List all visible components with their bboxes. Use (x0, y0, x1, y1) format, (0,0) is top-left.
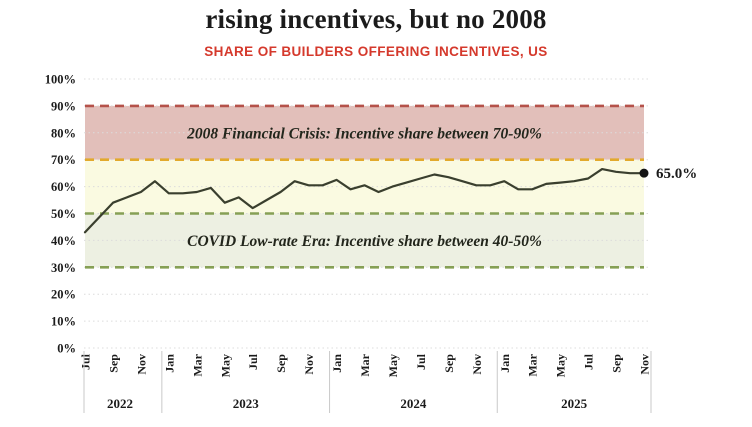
y-tick-80%: 80% (51, 126, 76, 140)
x-tick-Jan-6: Jan (162, 354, 176, 373)
x-tick-Sep-14: Sep (274, 354, 288, 373)
x-tick-May-10: May (218, 354, 232, 377)
series-line (83, 167, 646, 234)
incentives-line-chart: 2008 Financial Crisis: Incentive share b… (45, 73, 697, 413)
x-tick-Jul-12: Jul (246, 353, 260, 370)
y-tick-10%: 10% (51, 315, 76, 329)
x-tick-Nov-4: Nov (134, 354, 148, 375)
x-tick-Jul-36: Jul (582, 353, 596, 370)
y-tick-0%: 0% (57, 342, 76, 356)
last-point-dot (639, 168, 649, 178)
x-tick-Sep-26: Sep (442, 354, 456, 373)
y-tick-70%: 70% (51, 153, 76, 167)
chart-title: rising incentives, but no 2008 (205, 4, 547, 34)
year-label-2022: 2022 (107, 396, 133, 411)
annotation-2008-crisis: 2008 Financial Crisis: Incentive share b… (186, 125, 542, 142)
year-label-2025: 2025 (561, 396, 588, 411)
x-tick-Jan-30: Jan (498, 354, 512, 373)
x-tick-May-34: May (554, 354, 568, 377)
x-tick-Nov-16: Nov (302, 354, 316, 375)
band-fill-2008-crisis (85, 105, 644, 160)
x-tick-Sep-38: Sep (610, 354, 624, 373)
annotation-covid-era: COVID Low-rate Era: Incentive share betw… (187, 233, 542, 250)
x-tick-Jan-18: Jan (330, 354, 344, 373)
y-tick-60%: 60% (51, 180, 76, 194)
y-tick-30%: 30% (51, 261, 76, 275)
year-label-2024: 2024 (400, 396, 427, 411)
band-fill-mid-band (85, 159, 644, 214)
last-point-label: 65.0% (656, 166, 697, 182)
y-tick-50%: 50% (51, 207, 76, 221)
x-tick-Sep-2: Sep (106, 354, 120, 373)
x-tick-Nov-40: Nov (638, 354, 652, 375)
y-tick-20%: 20% (51, 288, 76, 302)
y-tick-100%: 100% (45, 73, 76, 87)
x-tick-Mar-32: Mar (526, 353, 540, 376)
x-tick-Nov-28: Nov (470, 354, 484, 375)
year-label-2023: 2023 (233, 396, 260, 411)
x-tick-Mar-20: Mar (358, 353, 372, 376)
x-tick-May-22: May (386, 354, 400, 377)
chart-subtitle: SHARE OF BUILDERS OFFERING INCENTIVES, U… (204, 44, 548, 59)
x-tick-Jul-24: Jul (414, 353, 428, 370)
y-tick-90%: 90% (51, 99, 76, 113)
x-tick-Mar-8: Mar (190, 353, 204, 376)
y-tick-40%: 40% (51, 234, 76, 248)
x-tick-Jul-0: Jul (79, 353, 93, 370)
band-fill-covid-era (85, 213, 644, 268)
